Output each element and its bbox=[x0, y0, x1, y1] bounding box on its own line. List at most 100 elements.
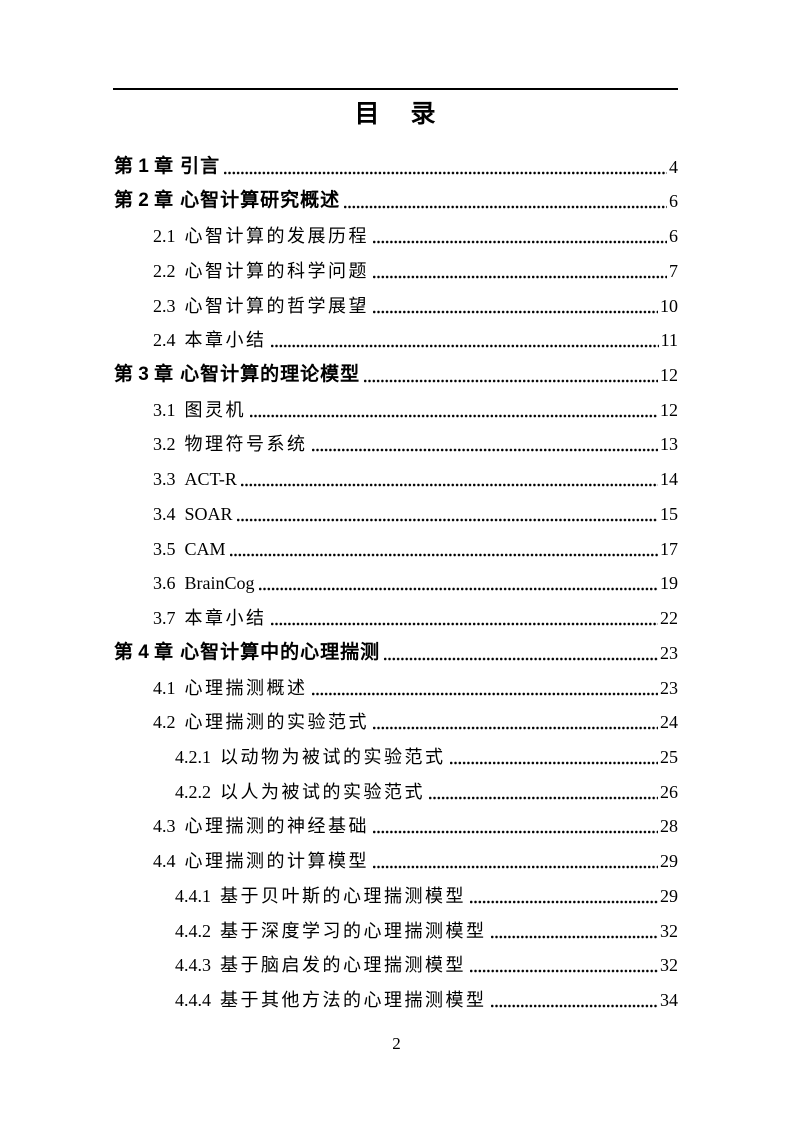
toc-entry[interactable]: 第 4 章 心智计算中的心理揣测 23 bbox=[114, 632, 678, 667]
toc-entry[interactable]: 4.4.3 基于脑启发的心理揣测模型 32 bbox=[114, 945, 678, 980]
toc-entry-title: 物理符号系统 bbox=[184, 434, 308, 455]
toc-entry-number: 第 3 章 bbox=[114, 364, 174, 386]
toc-entry[interactable]: 2.2 心智计算的科学问题 7 bbox=[114, 250, 678, 285]
toc-entry-number: 3.3 bbox=[153, 469, 176, 490]
dot-leader bbox=[373, 726, 658, 731]
toc-entry[interactable]: 3.2 物理符号系统 13 bbox=[114, 424, 678, 459]
toc-entry-number: 第 4 章 bbox=[114, 641, 174, 663]
toc-entry[interactable]: 4.4.2 基于深度学习的心理揣测模型 32 bbox=[114, 910, 678, 945]
dot-leader bbox=[258, 587, 658, 592]
toc-entry[interactable]: 第 3 章 心智计算的理论模型 12 bbox=[114, 354, 678, 389]
dot-leader bbox=[224, 170, 667, 175]
toc-entry-title: SOAR bbox=[184, 503, 233, 524]
toc-entry-page: 15 bbox=[660, 503, 678, 524]
toc-entry-page: 29 bbox=[660, 851, 678, 872]
toc-entry[interactable]: 4.2 心理揣测的实验范式 24 bbox=[114, 702, 678, 737]
dot-leader bbox=[470, 899, 658, 904]
toc-entry-page: 6 bbox=[669, 191, 678, 212]
dot-leader bbox=[449, 760, 658, 765]
dot-leader bbox=[311, 448, 658, 453]
toc-entry-title: 基于脑启发的心理揣测模型 bbox=[220, 955, 466, 976]
toc-entry-number: 第 1 章 bbox=[114, 155, 174, 177]
toc-entry-number: 3.5 bbox=[153, 538, 176, 559]
toc-entry-number: 4.3 bbox=[153, 816, 176, 837]
toc-entry[interactable]: 3.5 CAM 17 bbox=[114, 528, 678, 563]
toc-entry-page: 17 bbox=[660, 538, 678, 559]
toc-entry[interactable]: 4.2.1 以动物为被试的实验范式 25 bbox=[114, 736, 678, 771]
toc-entry-page: 23 bbox=[660, 677, 678, 698]
toc-entry-page: 19 bbox=[660, 573, 678, 594]
toc-entry-title: 心理揣测的神经基础 bbox=[184, 816, 369, 837]
toc-entry-page: 26 bbox=[660, 781, 678, 802]
toc-entry-title: ACT-R bbox=[184, 469, 237, 490]
toc-entry-number: 4.4 bbox=[153, 851, 176, 872]
toc-entry-number: 3.7 bbox=[153, 608, 176, 629]
dot-leader bbox=[236, 517, 658, 522]
toc-entry-number: 2.4 bbox=[153, 330, 176, 351]
toc-entry-page: 34 bbox=[660, 989, 678, 1010]
dot-leader bbox=[270, 344, 659, 349]
toc-entry-title: 基于贝叶斯的心理揣测模型 bbox=[220, 885, 466, 906]
dot-leader bbox=[250, 413, 658, 418]
toc-entry-title: 心智计算的理论模型 bbox=[180, 364, 361, 386]
dot-leader bbox=[373, 865, 658, 870]
toc-entry-number: 4.2.1 bbox=[175, 746, 211, 767]
toc-entry[interactable]: 3.6 BrainCog 19 bbox=[114, 563, 678, 598]
toc-entry-title: BrainCog bbox=[184, 573, 255, 594]
dot-leader bbox=[429, 795, 658, 800]
toc-entry-number: 3.6 bbox=[153, 573, 176, 594]
header-rule bbox=[113, 88, 678, 90]
toc-entry[interactable]: 4.4.1 基于贝叶斯的心理揣测模型 29 bbox=[114, 875, 678, 910]
toc-entry-page: 10 bbox=[660, 295, 678, 316]
toc-entry-page: 12 bbox=[660, 399, 678, 420]
dot-leader bbox=[384, 656, 658, 661]
toc-entry[interactable]: 3.4 SOAR 15 bbox=[114, 493, 678, 528]
toc-entry-title: 以动物为被试的实验范式 bbox=[220, 746, 446, 767]
toc-entry-title: 以人为被试的实验范式 bbox=[220, 781, 425, 802]
toc-entry-number: 4.1 bbox=[153, 677, 176, 698]
toc-entry-title: 心智计算的发展历程 bbox=[184, 226, 369, 247]
toc-entry-page: 29 bbox=[660, 885, 678, 906]
toc-entry-title: 引言 bbox=[180, 155, 221, 177]
dot-leader bbox=[240, 483, 658, 488]
toc-entry-number: 4.2.2 bbox=[175, 781, 211, 802]
toc-entry[interactable]: 3.7 本章小结 22 bbox=[114, 597, 678, 632]
dot-leader bbox=[344, 205, 667, 210]
toc-entry[interactable]: 2.1 心智计算的发展历程 6 bbox=[114, 215, 678, 250]
footer-page-number: 2 bbox=[392, 1034, 401, 1053]
toc-entry[interactable]: 第 1 章 引言 4 bbox=[114, 146, 678, 181]
toc-entry[interactable]: 4.4.4 基于其他方法的心理揣测模型 34 bbox=[114, 979, 678, 1014]
toc-entry-title: 心智计算的科学问题 bbox=[184, 260, 369, 281]
toc-entry[interactable]: 4.1 心理揣测概述 23 bbox=[114, 667, 678, 702]
toc-entry-title: 本章小结 bbox=[184, 608, 267, 629]
toc-entry-number: 3.4 bbox=[153, 503, 176, 524]
toc-entry[interactable]: 4.4 心理揣测的计算模型 29 bbox=[114, 840, 678, 875]
dot-leader bbox=[364, 379, 658, 384]
toc-entry-page: 32 bbox=[660, 955, 678, 976]
toc-entry[interactable]: 2.3 心智计算的哲学展望 10 bbox=[114, 285, 678, 320]
dot-leader bbox=[229, 552, 658, 557]
toc-entry-title: 基于其他方法的心理揣测模型 bbox=[220, 989, 487, 1010]
toc-entry[interactable]: 2.4 本章小结 11 bbox=[114, 320, 678, 355]
dot-leader bbox=[373, 309, 658, 314]
toc-entry-title: 本章小结 bbox=[184, 330, 267, 351]
toc-entry-page: 6 bbox=[669, 226, 678, 247]
toc-entry[interactable]: 3.3 ACT-R 14 bbox=[114, 458, 678, 493]
toc-entry-number: 4.4.4 bbox=[175, 989, 211, 1010]
toc-entry-page: 28 bbox=[660, 816, 678, 837]
table-of-contents: 第 1 章 引言 4 第 2 章 心智计算研究概述 6 2.1 心智计算的发展历… bbox=[114, 146, 678, 1014]
toc-entry-page: 23 bbox=[660, 642, 678, 663]
toc-entry[interactable]: 3.1 图灵机 12 bbox=[114, 389, 678, 424]
toc-entry-page: 13 bbox=[660, 434, 678, 455]
toc-entry-page: 12 bbox=[660, 365, 678, 386]
toc-entry-number: 2.2 bbox=[153, 260, 176, 281]
toc-entry[interactable]: 第 2 章 心智计算研究概述 6 bbox=[114, 181, 678, 216]
toc-entry-title: 心智计算的哲学展望 bbox=[184, 295, 369, 316]
toc-entry[interactable]: 4.2.2 以人为被试的实验范式 26 bbox=[114, 771, 678, 806]
dot-leader bbox=[373, 240, 667, 245]
toc-entry-page: 11 bbox=[660, 330, 678, 351]
toc-entry[interactable]: 4.3 心理揣测的神经基础 28 bbox=[114, 806, 678, 841]
toc-entry-number: 2.1 bbox=[153, 226, 176, 247]
toc-entry-page: 7 bbox=[669, 260, 678, 281]
toc-entry-title: 心理揣测概述 bbox=[184, 677, 308, 698]
